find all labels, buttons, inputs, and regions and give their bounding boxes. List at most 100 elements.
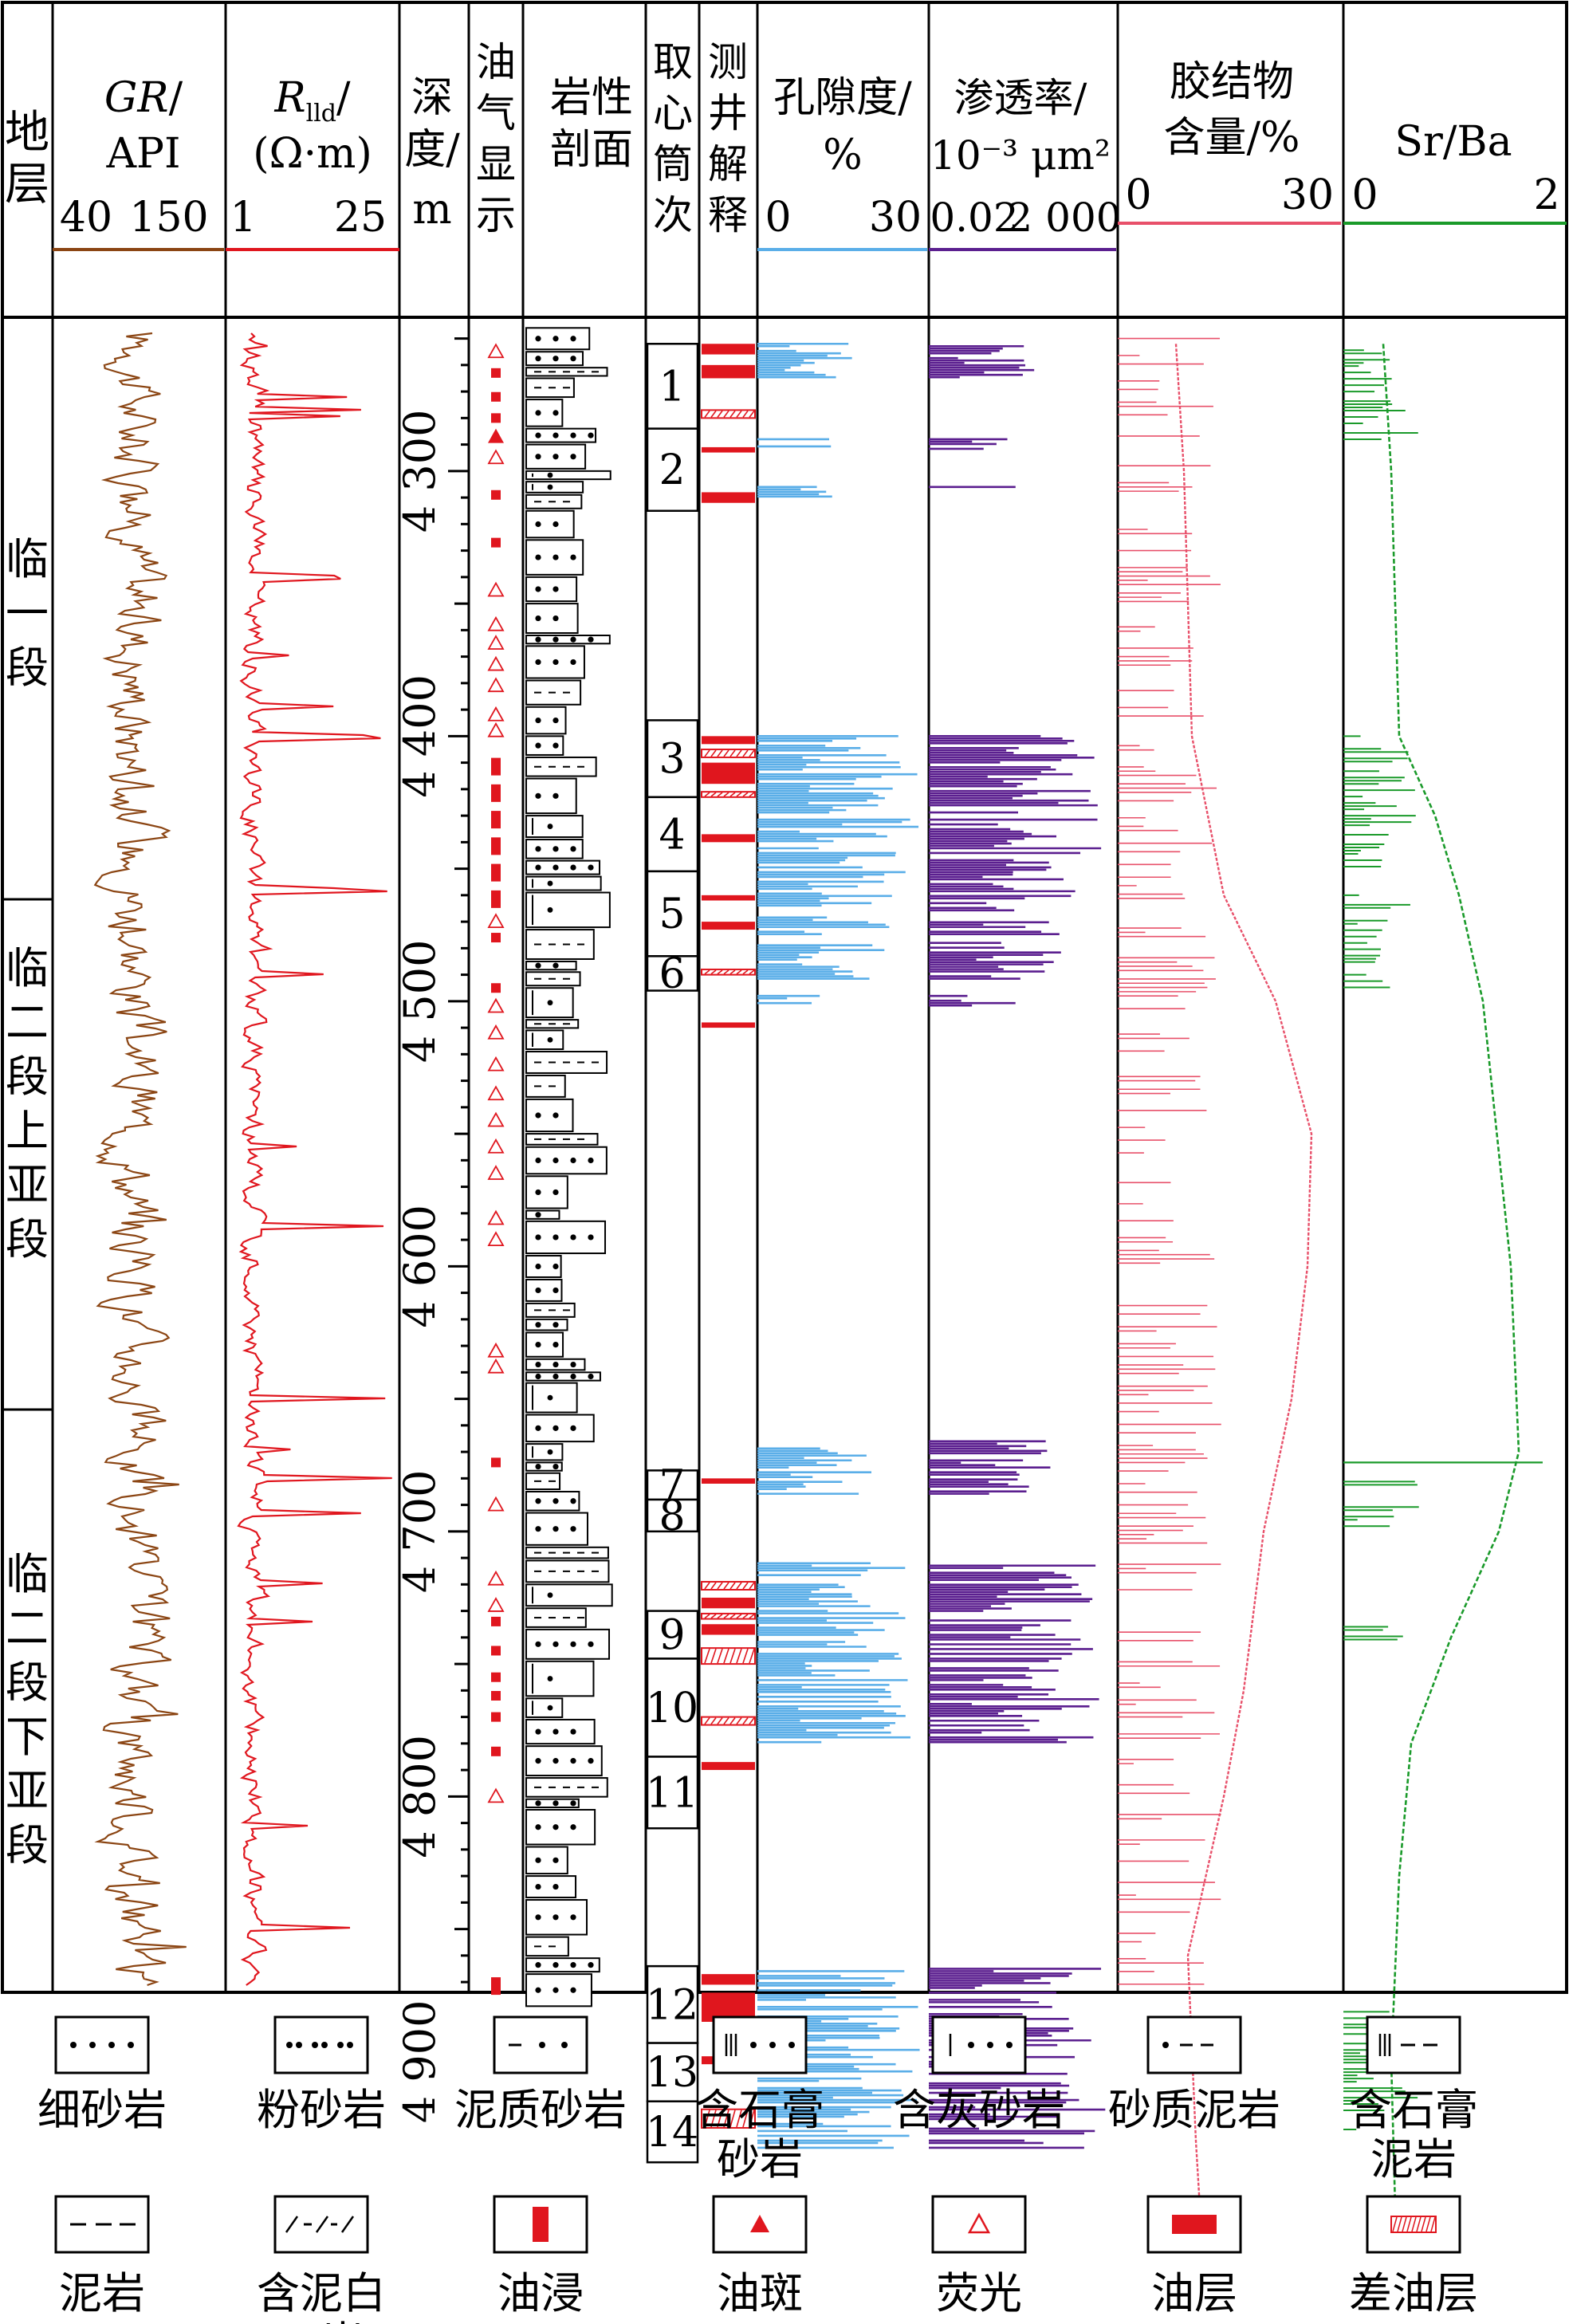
sand-dot [570,1758,576,1764]
poor-oil-hatch [704,1614,710,1619]
oilshow-header-char-1: 气 [476,90,516,136]
lith-bed [525,756,597,777]
perm-header-1: 渗透率/ [954,75,1087,121]
sand-dot [535,864,541,871]
sand-dot [535,717,541,724]
legend-hatch [1416,2216,1422,2232]
permeability-track [929,344,1106,2149]
sand-dot [547,1676,553,1681]
oil-layer [702,895,755,901]
legend-hatch [1411,2216,1417,2232]
legend-dot [539,2042,545,2048]
legend-label-3-line-0: 含石膏 [695,2085,824,2135]
depth-label-4900: 4 900 [395,2000,445,2124]
depth-label-4400: 4 400 [395,674,445,798]
sand-dot [570,864,576,871]
sand-dot [588,1234,594,1241]
lith-bed [525,470,611,481]
interp-header-char-2: 解 [708,141,748,187]
gr-title: GR/ [104,74,183,122]
sand-dot [535,336,541,342]
poor-oil-hatch [723,1717,729,1725]
sand-dot [552,356,559,362]
core-run-box [646,1964,699,2044]
sand-dot [552,1361,559,1368]
sand-dot [552,1342,559,1348]
sand-dot [552,615,559,622]
poor-oil-hatch [710,749,717,757]
rlld-title: Rlld/ [273,74,351,128]
fluorescence-mark [487,1165,505,1180]
core-run-label-12: 12 [646,1981,698,2029]
sand-dot [535,1287,541,1294]
legend-label-4: 含灰砂岩 [893,2085,1065,2135]
fluorescence-mark [487,722,505,737]
oil-spot-mark [488,428,504,443]
sand-dot [535,636,541,643]
core-header-char-0: 取 [653,39,693,85]
sand-dot [535,1641,541,1647]
lith-bed [525,1607,587,1628]
sand-dot [552,1287,559,1294]
lith-bed [525,399,564,427]
poor-oil-hatch [749,1648,755,1664]
poor-oil-hatch [736,969,742,975]
fluorescence-mark [487,1597,505,1612]
stratum-label-2-char-5: 段 [6,1820,49,1870]
sand-dot [552,1157,559,1164]
core-run-box [646,427,699,512]
oil-layer [702,762,755,784]
poor-oil-hatch [723,1648,729,1664]
core-run-label-1: 1 [659,363,685,411]
sand-dot [535,1373,541,1380]
lith-bed [525,1175,568,1209]
sand-dot [552,1498,559,1504]
stratum-label-1-char-2: 段 [6,1052,49,1102]
fluorescence-mark [487,997,505,1013]
poor-oil-hatch [710,969,717,975]
depth-header-2: 度/ [404,126,460,174]
core-run-label-2: 2 [659,446,685,494]
core-run-box [646,1756,699,1830]
rlld-curve [237,332,392,1986]
poor-oil-layer [701,1612,756,1620]
legend-dot [89,2042,96,2048]
poor-oil-hatch [736,749,742,757]
core-run-label-6: 6 [659,950,685,998]
legend-dot [769,2042,776,2048]
stratum-header-2: 层 [5,159,49,210]
stratum-label-1-char-0: 临 [6,943,49,993]
stratum-label-1-char-5: 段 [6,1214,49,1264]
sand-dot [535,432,541,438]
oil-layer [702,1022,755,1028]
sand-dot [535,1526,541,1532]
cement-max: 30 [1281,171,1334,219]
sand-dot [570,1157,576,1164]
sand-dot [535,1987,541,1993]
lith-bed [525,960,577,971]
core-run-label-8: 8 [659,1492,685,1540]
sand-dot [535,1212,541,1218]
poor-oil-hatch [742,1648,749,1664]
legend-label-row2-3: 油斑 [717,2268,803,2318]
poor-oil-hatch [704,410,710,418]
sand-dot [570,1361,576,1368]
sand-dot [535,1425,541,1431]
lith-bed [525,635,611,645]
poor-oil-hatch [723,1582,729,1590]
oil-immersion-mark [491,1646,501,1656]
lith-bed [525,1846,568,1875]
rlld-unit: (Ω·m) [253,130,372,178]
sand-dot [570,1962,576,1968]
poor-oil-layer [701,791,756,798]
poor-oil-hatch [717,969,723,975]
legend-dot [286,2042,293,2048]
sand-dot [535,454,541,460]
fluorescence-mark [487,581,505,597]
oil-layer [702,364,755,379]
sand-dot [535,1361,541,1368]
poor-oil-hatch [717,1717,723,1725]
